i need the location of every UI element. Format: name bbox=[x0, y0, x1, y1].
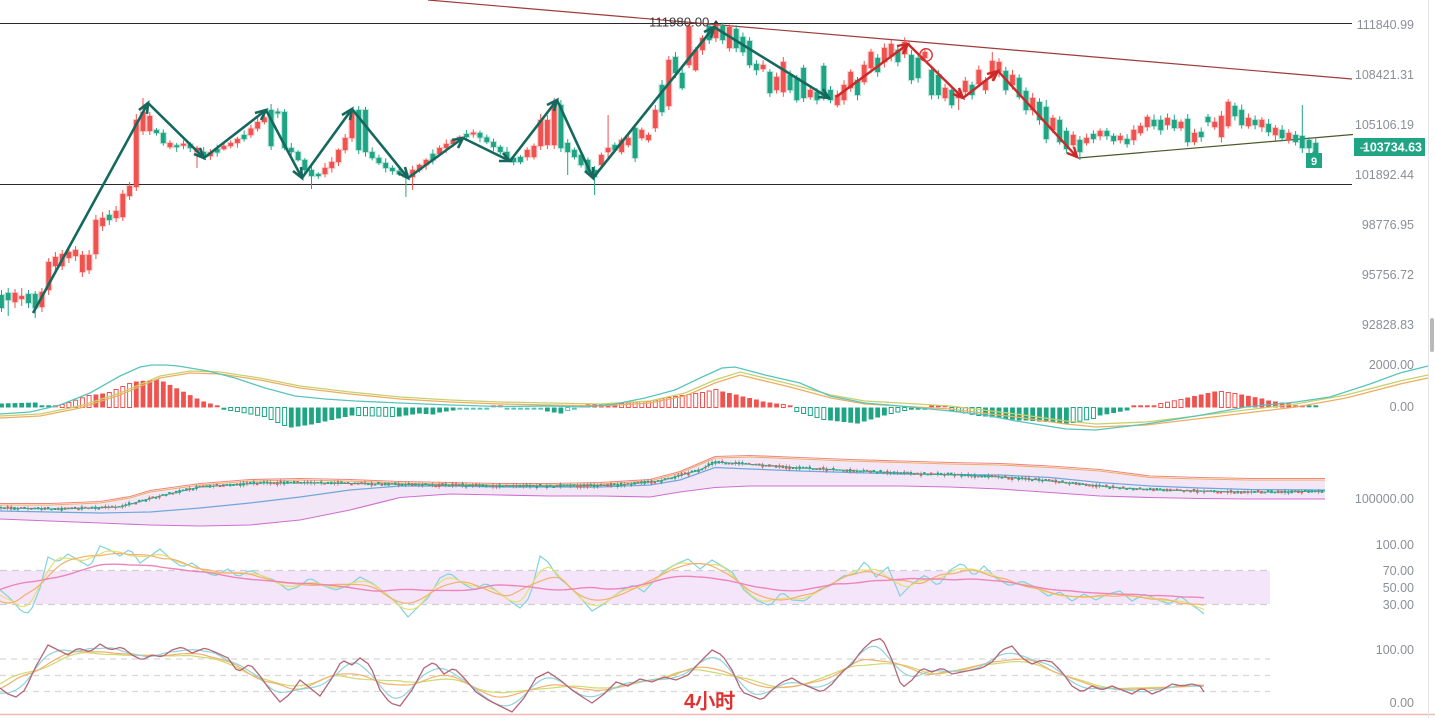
svg-text:105106.19: 105106.19 bbox=[1355, 118, 1414, 132]
svg-text:95756.72: 95756.72 bbox=[1362, 268, 1414, 282]
svg-text:9: 9 bbox=[1311, 156, 1317, 168]
svg-text:108421.31: 108421.31 bbox=[1355, 68, 1414, 82]
svg-text:92828.83: 92828.83 bbox=[1362, 318, 1414, 332]
svg-text:111840.99: 111840.99 bbox=[1357, 18, 1414, 32]
svg-text:0.00: 0.00 bbox=[1390, 696, 1414, 710]
svg-text:–: – bbox=[1360, 141, 1367, 155]
svg-text:111980.00: 111980.00 bbox=[649, 15, 709, 30]
svg-text:0.00: 0.00 bbox=[1390, 400, 1414, 414]
svg-text:103734.63: 103734.63 bbox=[1363, 141, 1422, 155]
svg-text:98776.95: 98776.95 bbox=[1362, 218, 1414, 232]
svg-text:50.00: 50.00 bbox=[1383, 581, 1414, 595]
svg-text:70.00: 70.00 bbox=[1383, 564, 1414, 578]
svg-text:2000.00: 2000.00 bbox=[1369, 358, 1414, 372]
svg-text:100.00: 100.00 bbox=[1376, 643, 1414, 657]
svg-text:100000.00: 100000.00 bbox=[1355, 492, 1414, 506]
svg-text:100.00: 100.00 bbox=[1376, 538, 1414, 552]
svg-text:30.00: 30.00 bbox=[1383, 598, 1414, 612]
svg-text:101892.44: 101892.44 bbox=[1355, 168, 1414, 182]
svg-text:4小时: 4小时 bbox=[684, 690, 735, 713]
